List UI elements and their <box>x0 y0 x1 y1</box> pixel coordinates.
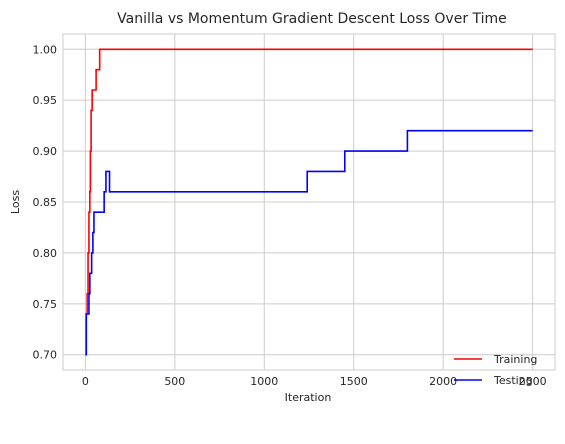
y-tick-label: 0.80 <box>33 247 58 260</box>
x-tick-label: 500 <box>164 375 185 388</box>
series-line-testing <box>85 129 533 356</box>
x-tick-labels: 0 500 1000 1500 2000 2500 <box>82 375 547 388</box>
legend: Training Testing <box>454 353 537 387</box>
grid <box>63 34 555 370</box>
x-tick-label: 1000 <box>250 375 278 388</box>
x-tick-label: 0 <box>82 375 89 388</box>
legend-label: Testing <box>493 374 533 387</box>
y-tick-label: 0.90 <box>33 145 58 158</box>
y-tick-label: 1.00 <box>33 43 58 56</box>
y-tick-label: 0.70 <box>33 349 58 362</box>
chart-title: Vanilla vs Momentum Gradient Descent Los… <box>117 11 507 27</box>
x-tick-label: 2000 <box>429 375 457 388</box>
series-layer <box>85 48 533 356</box>
series-line-training <box>85 48 533 356</box>
x-tick-label: 1500 <box>340 375 368 388</box>
x-axis-label: Iteration <box>285 391 332 404</box>
y-tick-label: 0.75 <box>33 298 58 311</box>
y-tick-labels: 0.70 0.75 0.80 0.85 0.90 0.95 1.00 <box>33 43 58 361</box>
legend-label: Training <box>493 353 537 366</box>
y-axis-label: Loss <box>9 190 22 214</box>
y-tick-label: 0.95 <box>33 94 58 107</box>
plot-frame <box>62 33 556 371</box>
y-tick-label: 0.85 <box>33 196 58 209</box>
x-tick-label: 2500 <box>519 375 547 388</box>
